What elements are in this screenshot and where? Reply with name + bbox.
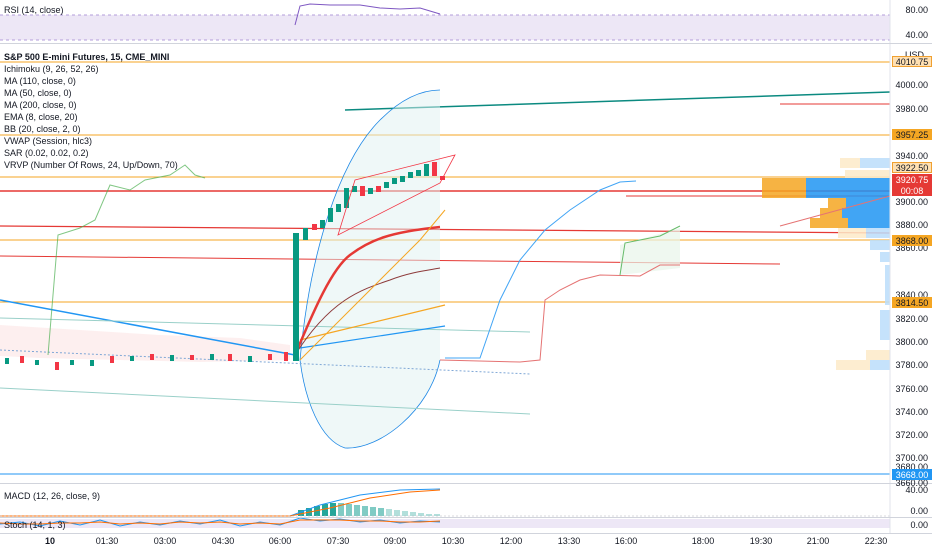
time-tick: 21:00 <box>806 536 830 546</box>
price-tick: 3820.00 <box>895 314 928 324</box>
rsi-legend[interactable]: RSI (14, close) <box>4 5 64 15</box>
pane-separator-rsi[interactable] <box>0 43 932 44</box>
price-tick: 4000.00 <box>895 80 928 90</box>
indicator-legend-bb[interactable]: BB (20, close, 2, 0) <box>4 124 81 134</box>
vrvp-profile <box>762 158 890 370</box>
price-tick: 3680.00 <box>895 462 928 472</box>
macd-tick: 40.00 <box>905 485 928 495</box>
level-red-2 <box>0 225 891 234</box>
price-tick: 3940.00 <box>895 151 928 161</box>
price-tick: 3660.00 <box>895 478 928 488</box>
price-tick: 3760.00 <box>895 384 928 394</box>
price-tick: 3900.00 <box>895 197 928 207</box>
indicator-legend-ema[interactable]: EMA (8, close, 20) <box>4 112 78 122</box>
time-tick: 19:30 <box>749 536 773 546</box>
time-tick: 13:30 <box>557 536 581 546</box>
time-tick: 16:00 <box>614 536 638 546</box>
time-tick: 03:00 <box>153 536 177 546</box>
ma-red-thick <box>293 225 441 356</box>
indicator-legend-ma50[interactable]: MA (50, close, 0) <box>4 88 72 98</box>
time-tick: 04:30 <box>211 536 235 546</box>
indicator-legend-vrvp[interactable]: VRVP (Number Of Rows, 24, Up/Down, 70) <box>4 160 178 170</box>
price-tag-countdown[interactable]: 00:08 <box>892 185 932 196</box>
price-tick: 3980.00 <box>895 104 928 114</box>
ichimoku-cloud <box>0 325 290 362</box>
price-tick: 3840.00 <box>895 290 928 300</box>
time-tick: 01:30 <box>95 536 119 546</box>
price-tag-4010[interactable]: 4010.75 <box>892 56 932 67</box>
time-tick: 06:00 <box>268 536 292 546</box>
bollinger-fill <box>300 90 440 449</box>
time-tick: 18:00 <box>691 536 715 546</box>
time-tick: 22:30 <box>864 536 888 546</box>
macd-tick: 0.00 <box>910 506 928 516</box>
currency-label: USD <box>905 50 925 60</box>
price-tag-3957[interactable]: 3957.25 <box>892 129 932 140</box>
time-tick: 10 <box>44 536 56 546</box>
macd-legend[interactable]: MACD (12, 26, close, 9) <box>4 491 101 501</box>
price-tag-3668[interactable]: 3668.00 <box>892 469 932 480</box>
rsi-tick: 40.00 <box>905 30 928 40</box>
price-tick: 3880.00 <box>895 220 928 230</box>
price-tag-3868[interactable]: 3868.00 <box>892 235 932 246</box>
indicator-legend-ma110[interactable]: MA (110, close, 0) <box>4 76 76 86</box>
price-tick: 3800.00 <box>895 337 928 347</box>
rsi-line <box>294 3 441 26</box>
indicator-legend-ichimoku[interactable]: Ichimoku (9, 26, 52, 26) <box>4 64 99 74</box>
rsi-band <box>0 15 890 40</box>
indicator-legend-ma200[interactable]: MA (200, close, 0) <box>4 100 77 110</box>
indicator-legend-vwap[interactable]: VWAP (Session, hlc3) <box>4 136 93 146</box>
pane-separator-macd[interactable] <box>0 483 932 484</box>
price-tick: 3720.00 <box>895 430 928 440</box>
price-tag-last-price[interactable]: 3920.75 <box>892 174 932 185</box>
price-tick: 3780.00 <box>895 360 928 370</box>
price-tick: 3700.00 <box>895 453 928 463</box>
indicator-legend-sar[interactable]: SAR (0.02, 0.02, 0.2) <box>4 148 89 158</box>
symbol-title[interactable]: S&P 500 E-mini Futures, 15, CME_MINI <box>4 52 170 62</box>
stoch-tick: 0.00 <box>910 520 928 530</box>
time-tick: 12:00 <box>499 536 523 546</box>
price-tag-3922[interactable]: 3922.50 <box>892 162 932 173</box>
time-axis-separator <box>0 533 932 534</box>
time-tick: 09:00 <box>383 536 407 546</box>
pane-separator-stoch[interactable] <box>0 517 932 518</box>
price-tick: 3740.00 <box>895 407 928 417</box>
price-tick: 3860.00 <box>895 243 928 253</box>
price-tag-3814[interactable]: 3814.50 <box>892 297 932 308</box>
rsi-tick: 80.00 <box>905 5 928 15</box>
time-tick: 10:30 <box>441 536 465 546</box>
stoch-legend[interactable]: Stoch (14, 1, 3) <box>4 520 66 530</box>
time-tick: 07:30 <box>326 536 350 546</box>
